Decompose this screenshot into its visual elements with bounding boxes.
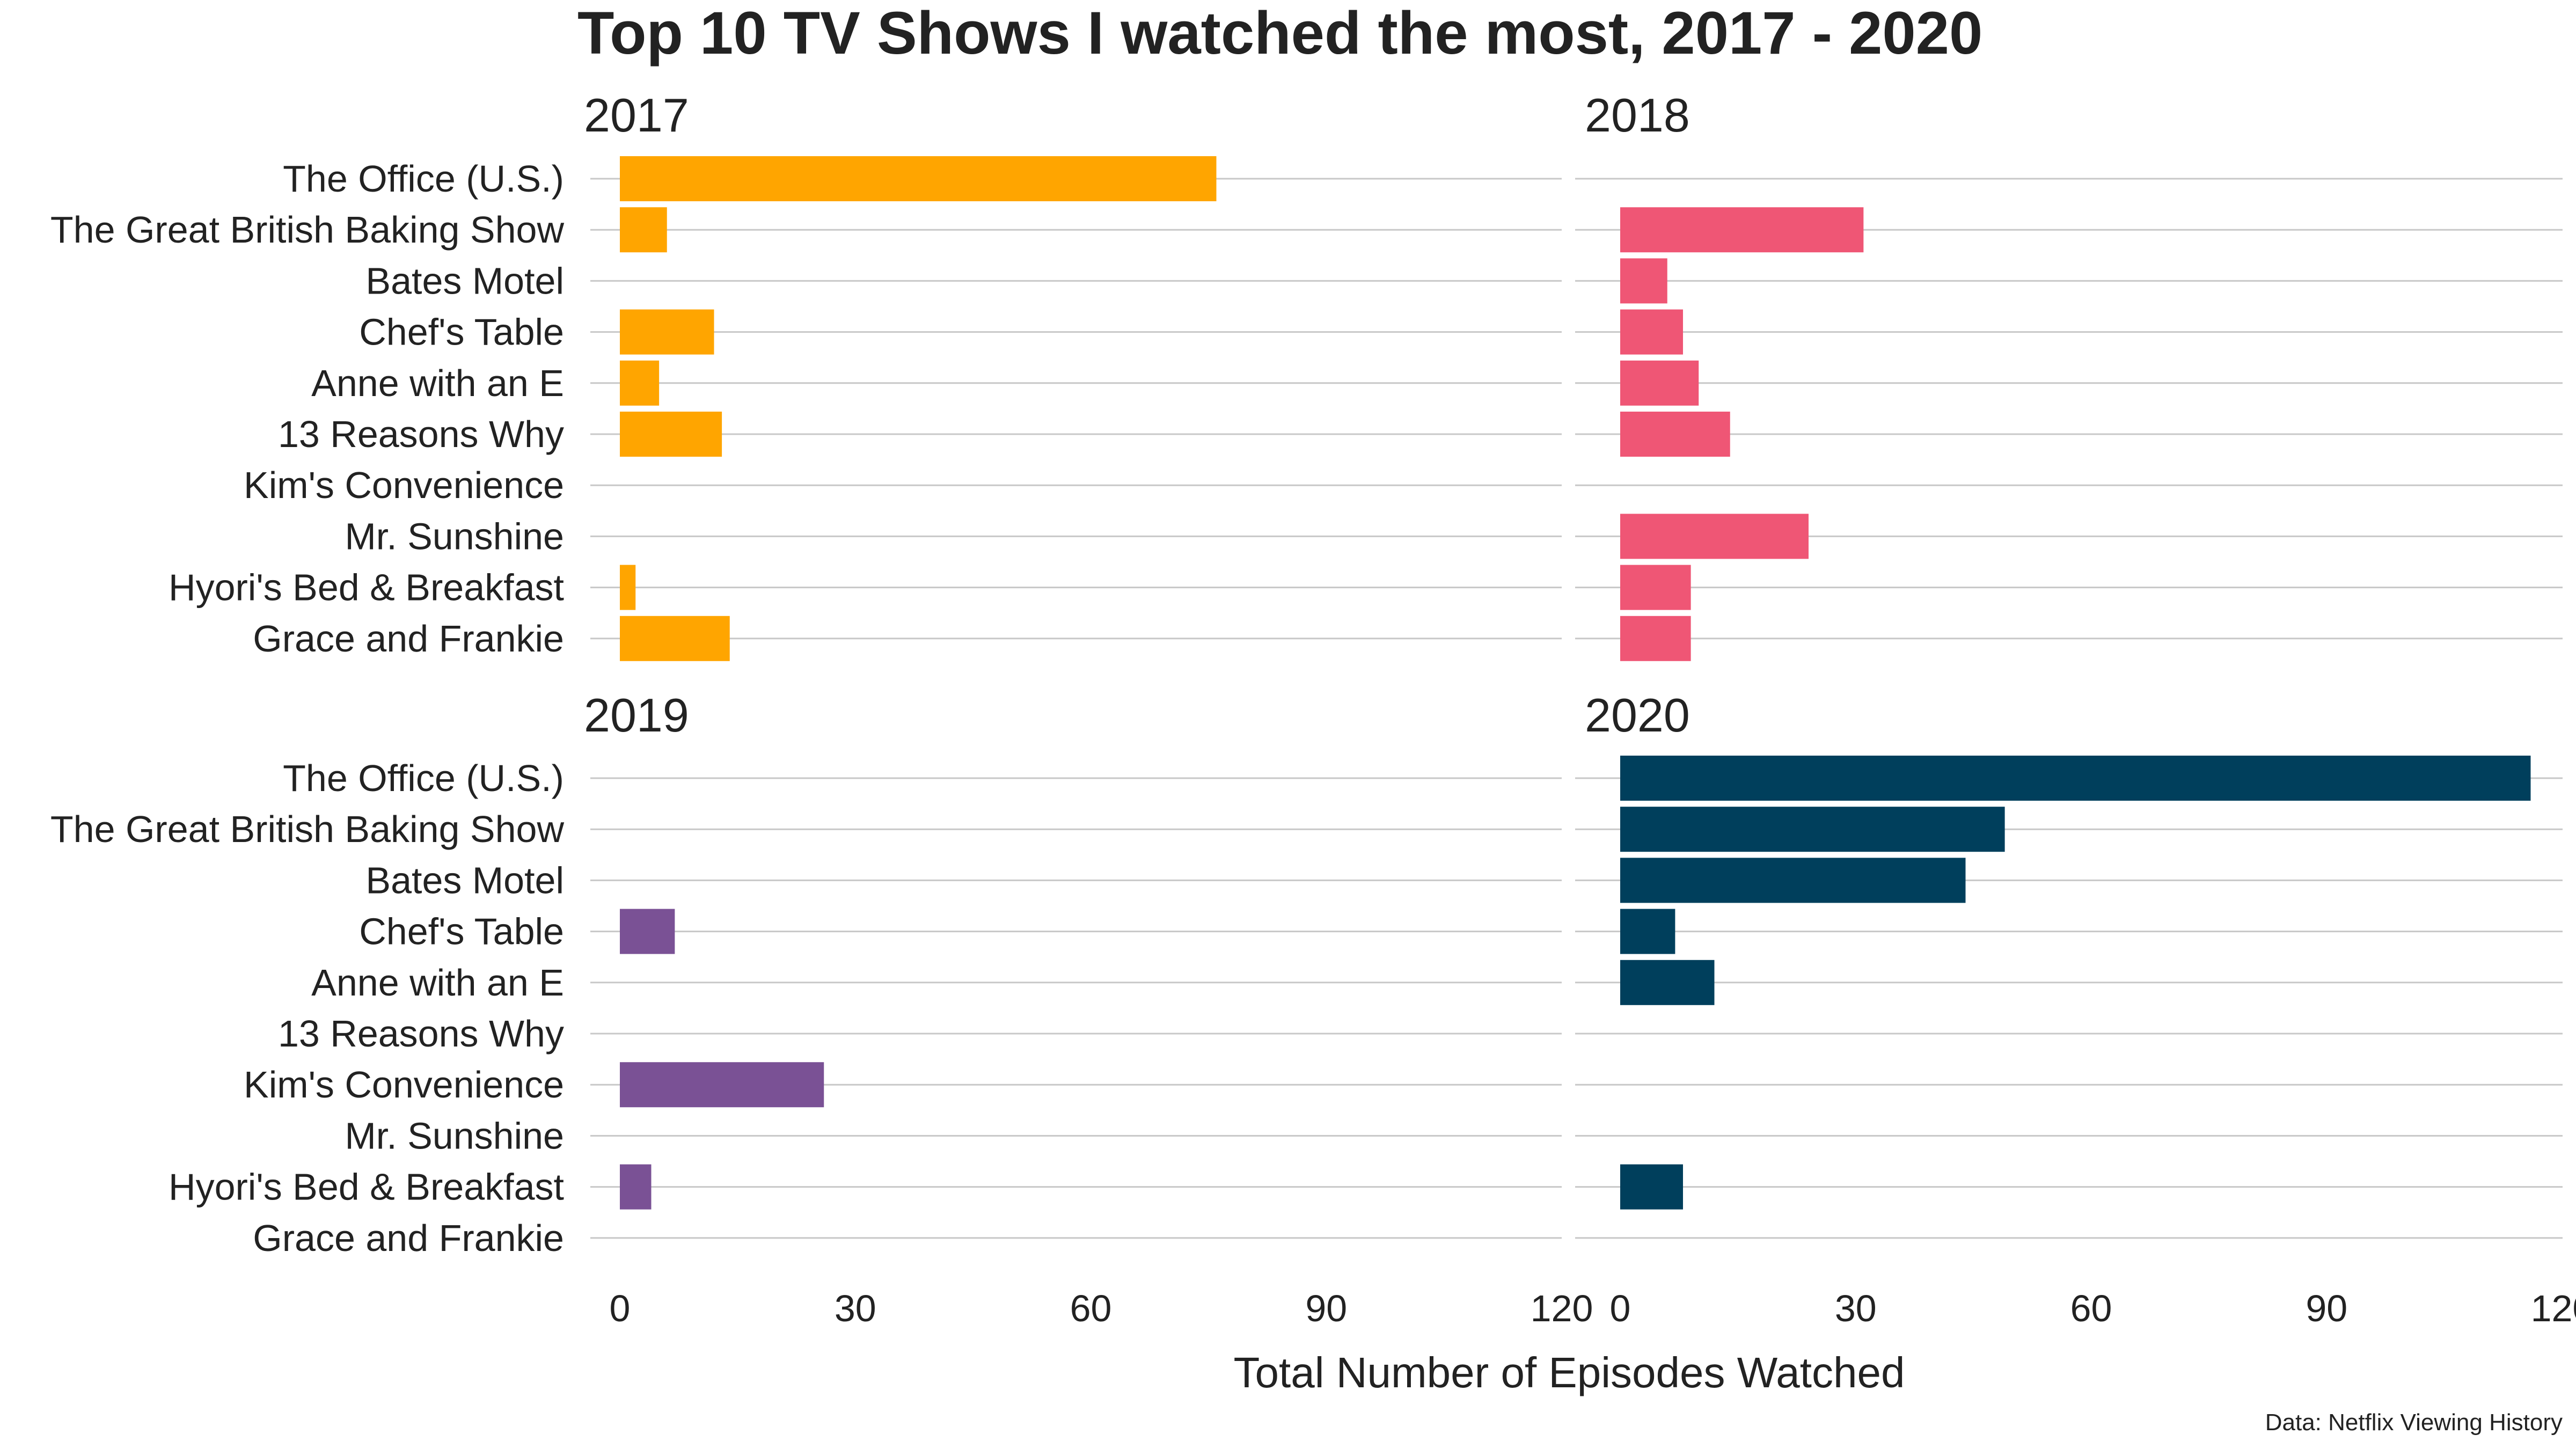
bar (620, 1164, 652, 1210)
bar (620, 1062, 824, 1108)
facet-title: 2019 (584, 689, 689, 742)
facet-panels: 2017 The Office (U.S.) The Great British B… (50, 89, 2576, 1329)
bar (620, 360, 660, 406)
bar (620, 616, 730, 661)
category-label: Kim's Convenience (244, 1064, 564, 1106)
category-label: Kim's Convenience (244, 464, 564, 506)
category-label: Chef's Table (359, 311, 564, 353)
bar (1620, 360, 1699, 406)
chart-title: Top 10 TV Shows I watched the most, 2017… (577, 0, 1982, 67)
bar (1620, 616, 1691, 661)
category-label: Anne with an E (311, 362, 564, 404)
category-label: Mr. Sunshine (345, 515, 564, 557)
x-tick-label: 30 (835, 1287, 876, 1329)
facet-2020: 2020 0 30 60 90 120 (1575, 689, 2576, 1329)
category-label: Grace and Frankie (253, 1217, 564, 1259)
bar (1620, 807, 2005, 852)
facet-title: 2020 (1585, 689, 1690, 742)
bar (1620, 565, 1691, 610)
category-label: Hyori's Bed & Breakfast (169, 1166, 564, 1208)
bar (620, 565, 636, 610)
category-label: Mr. Sunshine (345, 1115, 564, 1157)
x-tick-label: 120 (1531, 1287, 1593, 1329)
facet-2017: 2017 The Office (U.S.) The Great British B… (50, 89, 1562, 661)
category-label: Bates Motel (365, 260, 564, 302)
x-tick-label: 0 (610, 1287, 631, 1329)
bar (1620, 960, 1715, 1005)
bar (620, 207, 667, 253)
bar (1620, 258, 1667, 304)
bar (1620, 514, 1809, 559)
bar (1620, 756, 2531, 801)
category-label: 13 Reasons Why (278, 1013, 564, 1055)
bar (1620, 858, 1966, 903)
bar (1620, 412, 1730, 457)
category-label: Bates Motel (365, 859, 564, 901)
category-label: Grace and Frankie (253, 618, 564, 660)
category-label: The Great British Baking Show (50, 808, 565, 850)
x-tick-label: 0 (1610, 1287, 1631, 1329)
bar (620, 412, 722, 457)
facet-title: 2018 (1585, 89, 1690, 142)
facet-2019: 2019 The Office (U.S.) The Great British B… (50, 689, 1593, 1329)
x-tick-label: 120 (2531, 1287, 2576, 1329)
bar (620, 309, 714, 355)
x-tick-label: 90 (2306, 1287, 2347, 1329)
category-label: The Office (U.S.) (283, 158, 564, 200)
category-label: Chef's Table (359, 911, 564, 953)
caption: Data: Netflix Viewing History (2265, 1409, 2563, 1436)
bar (1620, 1164, 1683, 1210)
category-label: Hyori's Bed & Breakfast (169, 567, 564, 609)
category-label: Anne with an E (311, 962, 564, 1004)
x-tick-label: 60 (1070, 1287, 1112, 1329)
x-axis-title: Total Number of Episodes Watched (1234, 1349, 1905, 1396)
category-label: The Office (U.S.) (283, 757, 564, 799)
facet-2018: 2018 (1575, 89, 2563, 661)
bar (1620, 909, 1675, 954)
bar (620, 909, 675, 954)
category-label: 13 Reasons Why (278, 413, 564, 455)
x-tick-label: 90 (1305, 1287, 1347, 1329)
bar (620, 156, 1217, 201)
facet-title: 2017 (584, 89, 689, 142)
category-label: The Great British Baking Show (50, 209, 565, 251)
x-tick-label: 30 (1835, 1287, 1877, 1329)
x-tick-label: 60 (2070, 1287, 2112, 1329)
bar (1620, 207, 1864, 253)
bar (1620, 309, 1683, 355)
